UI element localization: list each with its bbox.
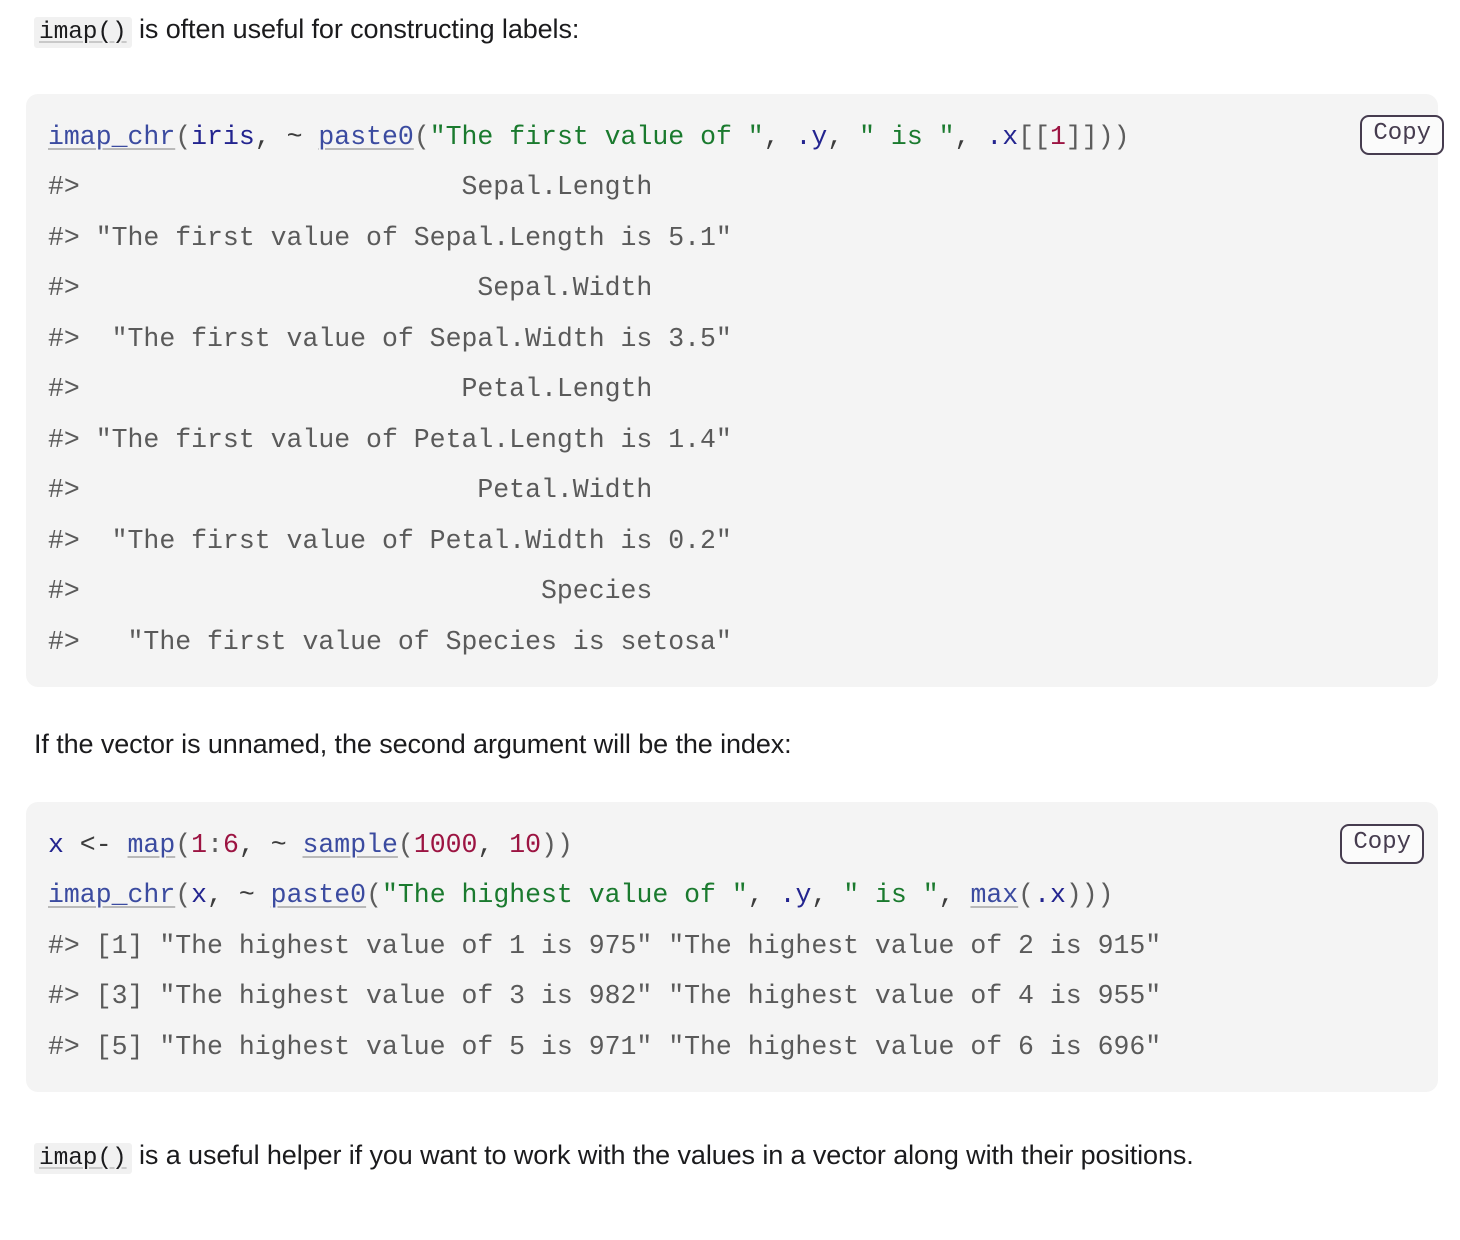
output-line: #> Sepal.Length xyxy=(48,172,669,203)
number-10: 10 xyxy=(509,830,542,860)
paren-close-3: ))) xyxy=(1065,880,1114,911)
var-dot-y-2: .y xyxy=(779,880,812,911)
paragraph-intro: imap() is often useful for constructing … xyxy=(0,8,1460,53)
comma-3: , xyxy=(827,122,860,152)
var-dot-y: .y xyxy=(795,122,828,152)
paren-open-4: ( xyxy=(397,830,414,860)
tilde-3: ~ xyxy=(238,880,271,911)
code-block-1-content: imap_chr(iris, ~ paste0("The first value… xyxy=(48,112,1416,667)
string-is: " is " xyxy=(859,122,955,152)
function-link-max[interactable]: max xyxy=(970,880,1019,911)
paragraph-unnamed-vector-text: If the vector is unnamed, the second arg… xyxy=(34,729,792,759)
colon-operator: : xyxy=(207,830,223,860)
paren-open-5: ( xyxy=(175,880,192,911)
function-link-imap-chr[interactable]: imap_chr xyxy=(48,122,176,152)
paragraph-summary-text: is a useful helper if you want to work w… xyxy=(131,1140,1194,1170)
var-dot-x-2: .x xyxy=(1034,880,1066,911)
output-line: #> [5] "The highest value of 5 is 971" "… xyxy=(48,1031,1162,1062)
comma-1: , xyxy=(254,122,287,152)
inline-code-imap: imap() xyxy=(34,17,132,48)
arg-x: x xyxy=(191,880,208,911)
output-line: #> "The first value of Petal.Width is 0.… xyxy=(48,525,748,556)
comma-10: , xyxy=(938,880,971,911)
function-link-paste0[interactable]: paste0 xyxy=(318,122,414,152)
comma-8: , xyxy=(747,880,780,911)
arg-iris: iris xyxy=(191,122,255,152)
paren-open-2: ( xyxy=(413,122,430,152)
comma-7: , xyxy=(207,880,239,911)
bracket-open: [[ xyxy=(1018,122,1050,152)
number-1: 1 xyxy=(191,830,208,860)
output-line: #> "The first value of Sepal.Width is 3.… xyxy=(48,323,748,354)
function-link-paste0-2[interactable]: paste0 xyxy=(270,880,367,911)
code-block-imap-chr-x: x <- map(1:6, ~ sample(1000, 10)) imap_c… xyxy=(26,802,1438,1093)
paren-open-7: ( xyxy=(1018,880,1035,911)
comma-4: , xyxy=(954,122,987,152)
paren-open-1: ( xyxy=(175,122,192,152)
tilde-2: ~ xyxy=(270,830,303,860)
output-line: #> [1] "The highest value of 1 is 975" "… xyxy=(48,930,1162,961)
output-line: #> Petal.Width xyxy=(48,475,669,506)
code-block-2-content: x <- map(1:6, ~ sample(1000, 10)) imap_c… xyxy=(48,820,1416,1072)
string-the-highest-value-of: "The highest value of " xyxy=(382,880,748,911)
function-link-map[interactable]: map xyxy=(127,830,176,860)
paren-open-6: ( xyxy=(366,880,382,911)
output-line: #> Sepal.Width xyxy=(48,273,669,304)
tilde-1: ~ xyxy=(286,122,319,152)
function-link-imap-chr-2[interactable]: imap_chr xyxy=(48,880,176,911)
bracket-close: ]] xyxy=(1065,122,1098,152)
paren-open-3: ( xyxy=(175,830,192,860)
inline-code-imap-2: imap() xyxy=(34,1143,132,1174)
paragraph-summary: imap() is a useful helper if you want to… xyxy=(0,1134,1438,1179)
code-block-imap-chr-iris: imap_chr(iris, ~ paste0("The first value… xyxy=(26,94,1444,688)
string-the-first-value-of: "The first value of " xyxy=(429,122,764,152)
paragraph-intro-text: is often useful for constructing labels: xyxy=(131,14,580,44)
output-line: #> [3] "The highest value of 3 is 982" "… xyxy=(48,981,1162,1012)
output-line: #> Species xyxy=(48,576,669,607)
number-index-1: 1 xyxy=(1049,122,1066,152)
comma-5: , xyxy=(238,830,271,860)
string-is-2: " is " xyxy=(843,880,939,911)
var-x: x xyxy=(48,830,64,860)
number-6: 6 xyxy=(222,830,239,860)
copy-button[interactable]: Copy xyxy=(1360,115,1444,155)
output-line: #> "The first value of Petal.Length is 1… xyxy=(48,424,748,455)
comma-9: , xyxy=(811,880,844,911)
output-line: #> Petal.Length xyxy=(48,374,669,405)
number-1000: 1000 xyxy=(413,830,478,860)
output-line: #> "The first value of Species is setosa… xyxy=(48,626,748,657)
comma-6: , xyxy=(477,830,510,860)
paren-close-1: )) xyxy=(1097,122,1130,152)
paren-close-2: )) xyxy=(541,830,573,860)
function-link-sample[interactable]: sample xyxy=(302,830,398,860)
var-dot-x: .x xyxy=(986,122,1019,152)
copy-button[interactable]: Copy xyxy=(1340,824,1424,864)
paragraph-unnamed-vector: If the vector is unnamed, the second arg… xyxy=(0,723,1460,767)
output-line: #> "The first value of Sepal.Length is 5… xyxy=(48,222,748,253)
assign-operator: <- xyxy=(63,830,128,860)
comma-2: , xyxy=(763,122,796,152)
